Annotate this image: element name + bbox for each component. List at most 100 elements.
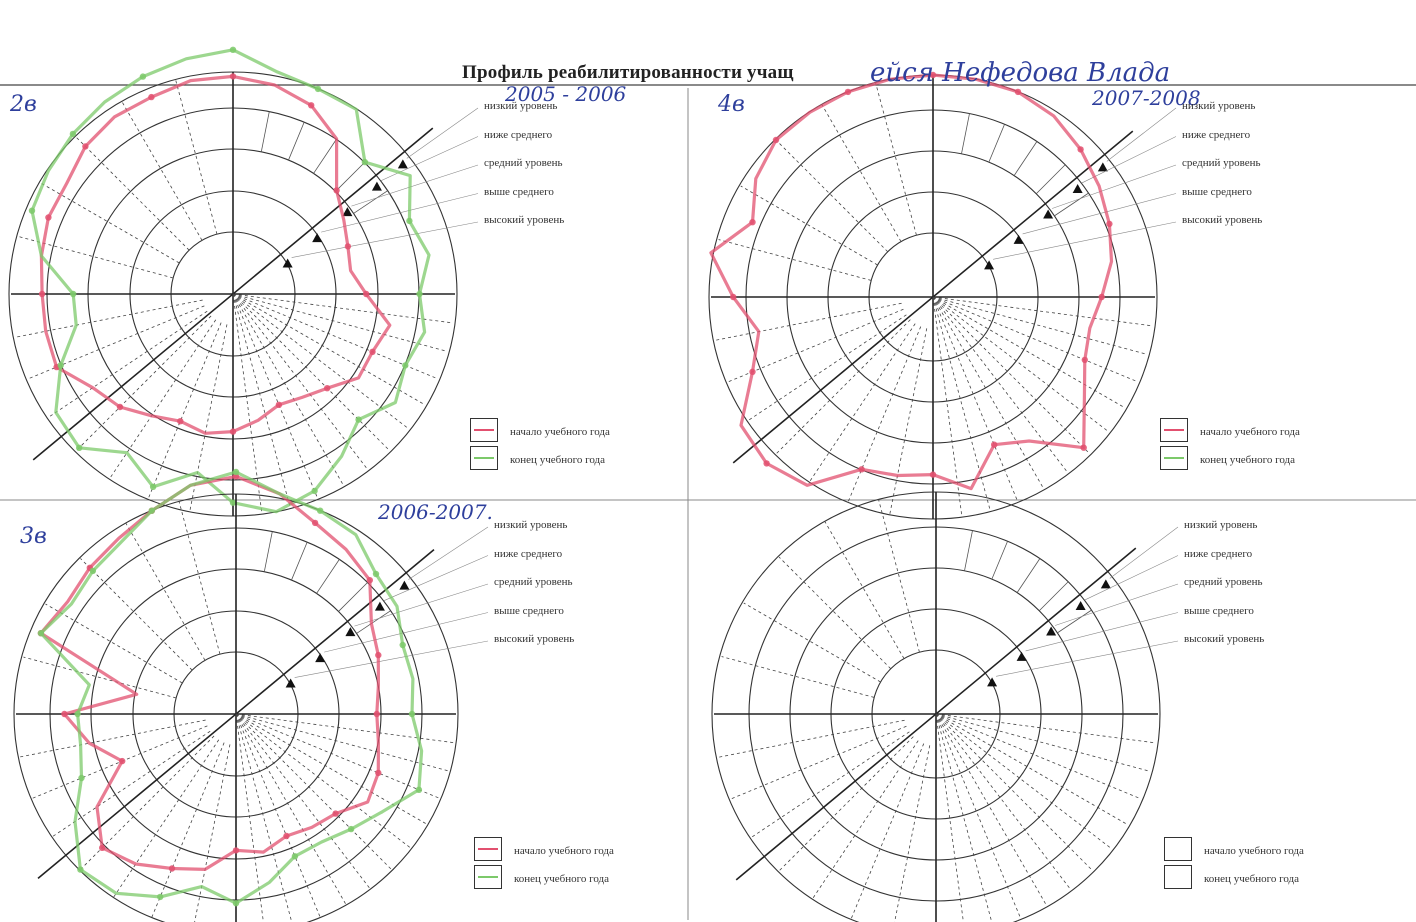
series-key-label: начало учебного года bbox=[1204, 845, 1304, 857]
sector-tick bbox=[353, 190, 388, 214]
series-line bbox=[39, 474, 380, 871]
sector-spoke bbox=[40, 182, 180, 264]
level-label: средний уровень bbox=[494, 576, 573, 588]
chart-years-2: 2007-2008 bbox=[1092, 86, 1201, 110]
sector-spoke bbox=[847, 326, 922, 503]
sector-spoke bbox=[935, 713, 1157, 744]
sector-spoke bbox=[232, 293, 391, 452]
level-arrow bbox=[312, 233, 323, 243]
data-point bbox=[366, 577, 373, 584]
data-point bbox=[291, 853, 299, 860]
series-line bbox=[709, 73, 1114, 491]
sector-spoke bbox=[235, 713, 392, 870]
data-point bbox=[232, 473, 240, 480]
sector-spoke bbox=[232, 293, 448, 352]
level-label: высокий уровень bbox=[484, 214, 565, 226]
leader-line bbox=[354, 583, 489, 627]
sector-spoke bbox=[878, 499, 920, 653]
data-point bbox=[311, 519, 319, 527]
sector-spoke bbox=[151, 742, 225, 918]
sector-spoke bbox=[15, 299, 203, 338]
sector-tick bbox=[961, 113, 970, 154]
data-point bbox=[77, 866, 84, 873]
sector-spoke bbox=[147, 322, 222, 500]
data-point bbox=[730, 293, 737, 301]
data-point bbox=[1106, 220, 1113, 228]
data-point bbox=[363, 290, 370, 298]
sector-spoke bbox=[27, 305, 205, 380]
level-arrow bbox=[399, 580, 410, 590]
data-point bbox=[229, 428, 237, 435]
sector-spoke bbox=[235, 713, 411, 849]
series-key-label: конец учебного года bbox=[514, 873, 609, 885]
level-label: высокий уровень bbox=[1182, 214, 1263, 226]
data-point bbox=[232, 468, 240, 476]
sector-spoke bbox=[721, 656, 875, 698]
series-key-label: начало учебного года bbox=[510, 426, 610, 438]
sector-spoke bbox=[178, 501, 221, 655]
data-point bbox=[333, 187, 340, 194]
student-name: ейся Нефедова Влада bbox=[870, 58, 1171, 88]
sector-spoke bbox=[935, 713, 1072, 891]
sector-spoke bbox=[718, 239, 872, 281]
data-point bbox=[332, 810, 339, 817]
data-point bbox=[772, 136, 780, 144]
sector-spoke bbox=[775, 319, 911, 455]
series-key-label: начало учебного года bbox=[1200, 426, 1300, 438]
level-arrow bbox=[1046, 626, 1057, 636]
level-arrow bbox=[371, 181, 382, 191]
level-arrow bbox=[1016, 651, 1027, 661]
sector-spoke bbox=[80, 558, 193, 671]
sector-spoke bbox=[748, 314, 907, 421]
chart-label-2: 4в bbox=[718, 92, 745, 117]
data-point bbox=[317, 507, 324, 514]
page-title: Профиль реабилитированности учащ bbox=[462, 62, 794, 83]
sector-spoke bbox=[932, 296, 991, 512]
level-label: средний уровень bbox=[1184, 576, 1263, 588]
level-label: высокий уровень bbox=[494, 633, 575, 645]
sector-spoke bbox=[935, 713, 993, 922]
sector-spoke bbox=[113, 739, 220, 898]
data-point bbox=[283, 832, 290, 840]
level-arrow bbox=[1013, 234, 1024, 244]
series-key-label: конец учебного года bbox=[510, 454, 605, 466]
sector-tick bbox=[263, 531, 273, 572]
level-label: ниже среднего bbox=[1182, 129, 1251, 141]
sector-spoke bbox=[932, 296, 1110, 433]
level-arrow bbox=[397, 159, 408, 169]
sector-spoke bbox=[935, 713, 1094, 872]
data-point bbox=[89, 567, 97, 575]
leader-line bbox=[408, 526, 489, 580]
data-point bbox=[399, 641, 406, 649]
data-point bbox=[1098, 293, 1105, 301]
data-point bbox=[74, 710, 81, 718]
series-key-label: конец учебного года bbox=[1204, 873, 1299, 885]
leader-line bbox=[1106, 107, 1177, 162]
sector-tick bbox=[1057, 609, 1092, 634]
data-point bbox=[99, 844, 106, 851]
data-point bbox=[344, 243, 352, 250]
data-point bbox=[76, 444, 83, 451]
sector-tick bbox=[1013, 141, 1038, 176]
sector-tick bbox=[313, 139, 337, 174]
leader-line bbox=[1084, 555, 1179, 601]
leader-line bbox=[993, 221, 1177, 260]
data-point bbox=[149, 483, 157, 490]
sector-spoke bbox=[727, 308, 904, 383]
data-point bbox=[1014, 88, 1022, 96]
data-point bbox=[372, 570, 380, 578]
sector-spoke bbox=[775, 139, 889, 253]
sector-spoke bbox=[232, 293, 291, 509]
sector-spoke bbox=[75, 136, 190, 251]
data-point bbox=[45, 214, 52, 221]
chart-years-1: 2005 - 2006 bbox=[505, 82, 627, 106]
sector-tick bbox=[288, 122, 305, 161]
data-point bbox=[229, 73, 237, 80]
data-point bbox=[308, 102, 315, 109]
sector-spoke bbox=[751, 731, 910, 838]
sector-tick bbox=[1038, 581, 1069, 612]
level-arrow bbox=[1100, 579, 1111, 589]
level-label: высокий уровень bbox=[1184, 633, 1265, 645]
level-arrow bbox=[1072, 184, 1083, 194]
level-label: низкий уровень bbox=[484, 100, 558, 112]
